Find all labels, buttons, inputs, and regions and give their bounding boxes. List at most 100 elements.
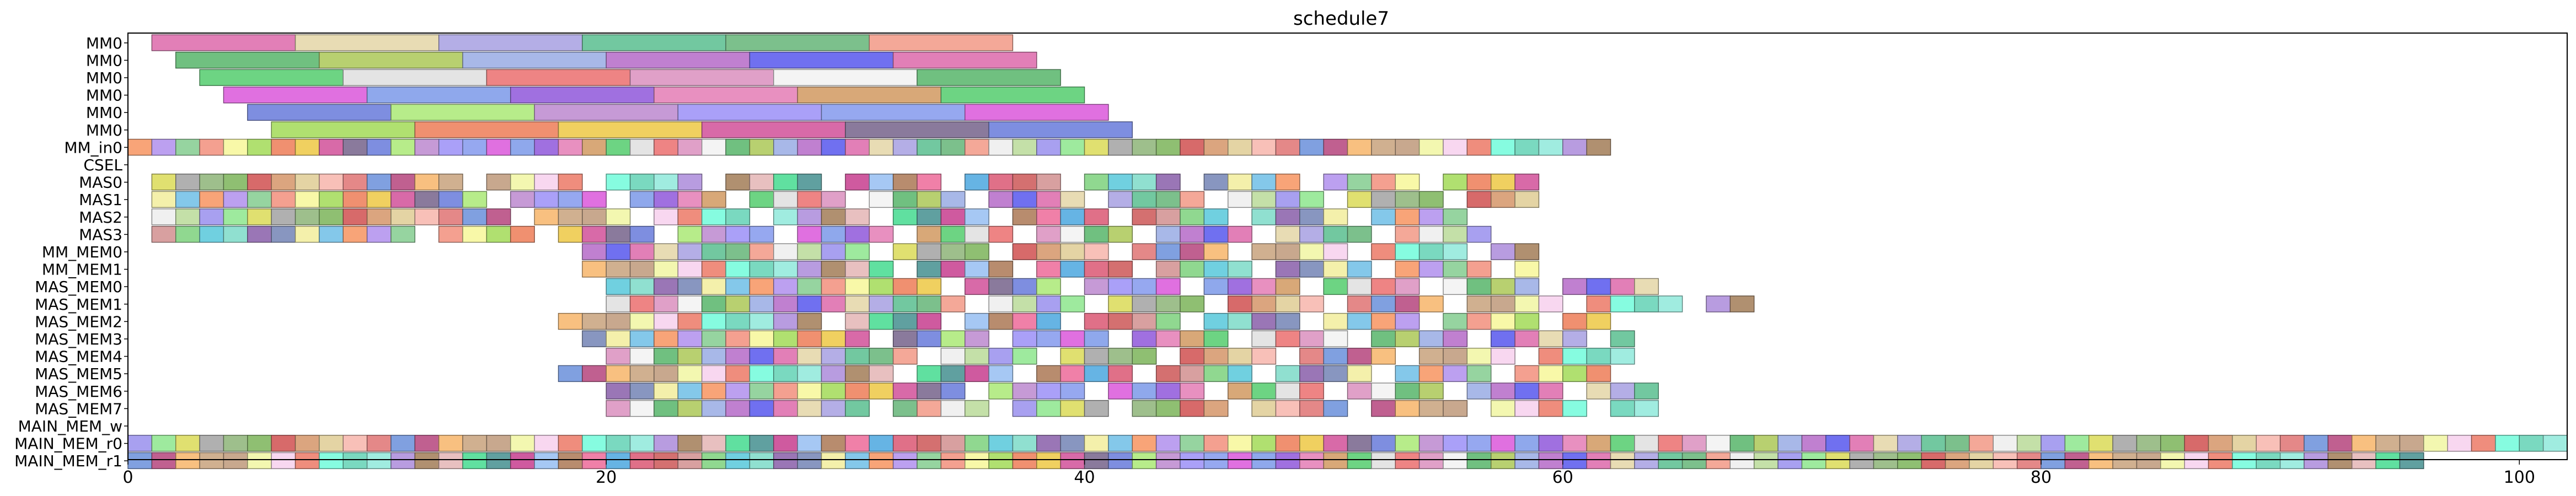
gantt-bar [1466, 225, 1492, 243]
gantt-bar [175, 51, 320, 69]
gantt-bar [1299, 225, 1324, 243]
gantt-bar [1514, 312, 1540, 330]
gantt-bar [845, 174, 870, 191]
gantt-bar [1395, 225, 1420, 243]
gantt-bar [1203, 174, 1229, 191]
gantt-bar [797, 278, 822, 295]
gantt-bar [1155, 452, 1181, 470]
gantt-bar [1251, 295, 1277, 312]
gantt-bar [2208, 452, 2233, 470]
gantt-bar [1155, 191, 1181, 208]
gantt-bar [773, 382, 798, 400]
gantt-bar [2399, 452, 2424, 470]
gantt-bar [1203, 138, 1229, 156]
gantt-bar [845, 208, 870, 225]
gantt-bar [1275, 400, 1300, 417]
gantt-bar [1036, 261, 1061, 278]
gantt-bar [988, 121, 1133, 138]
gantt-bar [1275, 243, 1300, 260]
x-tick-label: 100 [2504, 468, 2535, 487]
gantt-bar [1060, 225, 1085, 243]
gantt-bar [582, 191, 607, 208]
gantt-bar [725, 312, 751, 330]
gantt-bar [1490, 348, 1515, 365]
gantt-bar [677, 208, 703, 225]
gantt-bar [845, 243, 870, 260]
gantt-bar [1155, 243, 1181, 260]
gantt-bar [1514, 174, 1540, 191]
gantt-bar [1108, 225, 1133, 243]
gantt-bar [606, 243, 631, 260]
gantt-bar [964, 435, 989, 452]
gantt-bar [1849, 452, 1875, 470]
gantt-bar [1180, 400, 1205, 417]
gantt-bar [797, 138, 822, 156]
gantt-bar [151, 208, 176, 225]
gantt-bar [294, 191, 320, 208]
gantt-bar [1275, 261, 1300, 278]
gantt-bar [1490, 278, 1515, 295]
gantt-bar [1036, 295, 1061, 312]
gantt-bar [1443, 278, 1468, 295]
gantt-bar [2112, 452, 2138, 470]
y-tick-label: MM0 [86, 34, 122, 52]
gantt-bar [1514, 138, 1540, 156]
gantt-bar [1108, 382, 1133, 400]
gantt-bar [1227, 295, 1252, 312]
y-tick-label: MAS_MEM3 [35, 330, 122, 348]
gantt-bar [1155, 382, 1181, 400]
gantt-bar [821, 382, 846, 400]
gantt-bar [725, 278, 751, 295]
gantt-bar [1036, 191, 1061, 208]
gantt-bar [869, 348, 894, 365]
gantt-bar [988, 452, 1014, 470]
gantt-bar [1251, 435, 1277, 452]
gantt-bar [892, 208, 918, 225]
gantt-bar [629, 295, 655, 312]
gantt-bar [2112, 435, 2138, 452]
gantt-bar [462, 51, 607, 69]
gantt-bar [151, 34, 296, 51]
gantt-bar [845, 261, 870, 278]
gantt-bar [1443, 435, 1468, 452]
gantt-bar [654, 348, 679, 365]
gantt-bar [797, 87, 942, 104]
gantt-bar [1538, 452, 1563, 470]
gantt-bar [1610, 435, 1635, 452]
gantt-bar [2184, 435, 2209, 452]
gantt-bar [1323, 174, 1348, 191]
gantt-bar [151, 138, 176, 156]
gantt-bar [917, 365, 942, 382]
gantt-bar [1108, 138, 1133, 156]
gantt-bar [2041, 452, 2066, 470]
gantt-bar [892, 278, 918, 295]
gantt-bar [654, 452, 679, 470]
y-tick-label: MM_MEM1 [42, 261, 122, 279]
gantt-bar [606, 452, 631, 470]
gantt-bar [1299, 208, 1324, 225]
gantt-bar [940, 295, 966, 312]
gantt-bar [654, 330, 679, 347]
gantt-bar [749, 435, 774, 452]
gantt-bar [1490, 243, 1515, 260]
gantt-bar [2136, 452, 2161, 470]
gantt-bar [845, 400, 870, 417]
gantt-bar [1873, 435, 1898, 452]
gantt-bar [1371, 435, 1396, 452]
gantt-bar [294, 138, 320, 156]
gantt-bar [1299, 191, 1324, 208]
gantt-bar [1036, 138, 1061, 156]
gantt-bar [558, 174, 583, 191]
gantt-bar [271, 191, 296, 208]
gantt-bar [199, 174, 224, 191]
gantt-bar [917, 138, 942, 156]
gantt-bar [1227, 382, 1252, 400]
gantt-bar [1371, 382, 1396, 400]
gantt-bar [1203, 278, 1229, 295]
gantt-bar [390, 174, 416, 191]
gantt-bar [390, 225, 416, 243]
gantt-bar [917, 225, 942, 243]
gantt-bar [462, 208, 488, 225]
gantt-bar [582, 34, 726, 51]
